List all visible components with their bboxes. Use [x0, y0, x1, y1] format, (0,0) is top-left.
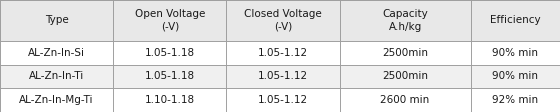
Text: 1.05-1.12: 1.05-1.12	[258, 95, 308, 105]
Text: 2500min: 2500min	[382, 48, 428, 58]
Bar	[0, 41, 113, 65]
Text: 2500min: 2500min	[382, 71, 428, 81]
Bar	[470, 88, 560, 112]
Text: 1.05-1.12: 1.05-1.12	[258, 71, 308, 81]
Bar	[470, 65, 560, 88]
Bar	[0, 88, 113, 112]
Bar	[226, 0, 339, 41]
Text: 1.10-1.18: 1.10-1.18	[144, 95, 195, 105]
Text: Capacity
A.h/kg: Capacity A.h/kg	[382, 9, 428, 32]
Text: Efficiency: Efficiency	[490, 15, 540, 25]
Text: Type: Type	[45, 15, 68, 25]
Bar	[470, 0, 560, 41]
Text: 1.05-1.18: 1.05-1.18	[144, 48, 195, 58]
Text: AL-Zn-In-Mg-Ti: AL-Zn-In-Mg-Ti	[20, 95, 94, 105]
Bar	[113, 65, 226, 88]
Bar	[113, 41, 226, 65]
Bar	[226, 41, 339, 65]
Text: Closed Voltage
(-V): Closed Voltage (-V)	[244, 9, 322, 32]
Text: 90% min: 90% min	[492, 71, 538, 81]
Bar	[0, 65, 113, 88]
Bar	[339, 88, 470, 112]
Bar	[113, 0, 226, 41]
Text: 1.05-1.12: 1.05-1.12	[258, 48, 308, 58]
Bar	[226, 65, 339, 88]
Bar	[339, 65, 470, 88]
Bar	[470, 41, 560, 65]
Bar	[0, 0, 113, 41]
Text: 90% min: 90% min	[492, 48, 538, 58]
Text: 92% min: 92% min	[492, 95, 538, 105]
Bar	[339, 41, 470, 65]
Text: AL-Zn-In-Si: AL-Zn-In-Si	[28, 48, 85, 58]
Text: Open Voltage
(-V): Open Voltage (-V)	[134, 9, 205, 32]
Text: AL-Zn-In-Ti: AL-Zn-In-Ti	[29, 71, 84, 81]
Bar	[339, 0, 470, 41]
Bar	[226, 88, 339, 112]
Text: 1.05-1.18: 1.05-1.18	[144, 71, 195, 81]
Text: 2600 min: 2600 min	[380, 95, 430, 105]
Bar	[113, 88, 226, 112]
